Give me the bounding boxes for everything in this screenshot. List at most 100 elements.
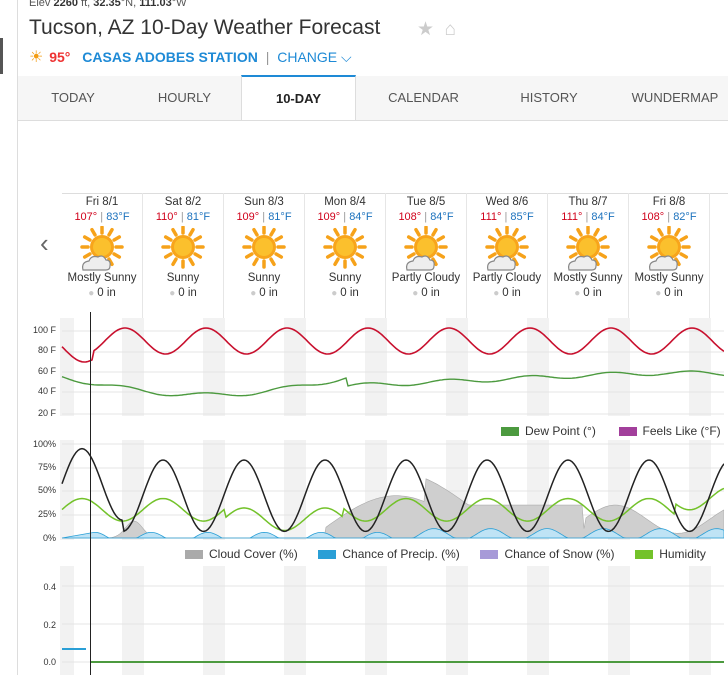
precip-chance-swatch [318,550,337,560]
condition-text: Partly Cloudy [472,272,542,284]
day-column[interactable]: Fri 8/8 108° | 82°F Mostly Sunny ● 0 in [629,193,710,319]
dew-point-legend[interactable]: Dew Point (°) [525,424,596,438]
elevation-info: Elev 2260 ft, 32.35°N, 111.03°W [29,0,187,9]
y-axis-tick: 100% [32,439,56,449]
tab-today[interactable]: TODAY [51,90,95,105]
dew-point-line [61,370,724,397]
mostly-sunny-icon [565,225,611,272]
day-temps: 109° | 84°F [317,211,373,223]
precip-amount: ● 0 in [655,287,683,299]
day-date: Thu 8/7 [568,196,608,208]
high-temp: 108° [641,211,665,223]
humidity-legend[interactable]: Humidity [659,547,706,561]
high-temp: 109° [317,211,341,223]
night-band [60,440,74,540]
raindrop-icon: ● [250,288,257,299]
day-column[interactable]: M [710,193,728,319]
y-axis-tick: 100 F [32,325,56,335]
low-temp: 85°F [510,211,534,223]
condition-text: Partly Cloudy [391,272,461,284]
prev-arrow-icon[interactable]: ‹ [40,228,49,258]
precip-amount: ● 0 in [169,287,197,299]
precip-amount: ● 0 in [88,287,116,299]
condition-text: Mostly Sunny [553,272,623,284]
precip-amount-chart [60,566,724,675]
sunny-icon [241,225,287,272]
divider: | [265,49,270,65]
night-band [365,318,387,416]
day-column[interactable]: Fri 8/1 107° | 83°F Mostly Sunny ● 0 in [62,193,143,319]
day-column[interactable]: Thu 8/7 111° | 84°F Mostly Sunny ● 0 in [548,193,629,319]
tab-wundermap[interactable]: WUNDERMAP [631,90,719,105]
day-date: Sat 8/2 [164,196,202,208]
home-icon[interactable]: ⌂ [444,19,456,40]
station-bar: ☀ 95° CASAS ADOBES STATION | CHANGE ⌵ [29,47,352,67]
low-temp: 83°F [106,211,130,223]
percent-chart [60,440,724,540]
night-band [203,440,225,540]
day-column[interactable]: Wed 8/6 111° | 85°F Partly Cloudy ● 0 in [467,193,548,319]
high-temp: 109° [236,211,260,223]
night-band [203,566,225,675]
precip-chance-area [61,528,724,539]
night-band [446,566,468,675]
snow-chance-legend[interactable]: Chance of Snow (%) [504,547,615,561]
day-temps: 110° | 81°F [155,211,211,223]
raindrop-icon: ● [169,288,176,299]
low-temp: 84°F [430,211,454,223]
high-temp: 111° [480,211,502,223]
day-temps: 111° | 84°F [561,211,615,223]
mostly-sunny-icon [79,225,125,272]
day-temps: 107° | 83°F [74,211,130,223]
sunny-icon [322,225,368,272]
tab-hourly[interactable]: HOURLY [157,90,212,105]
temperature-chart [60,318,724,416]
night-band [122,566,144,675]
change-station-link[interactable]: CHANGE ⌵ [277,49,352,65]
night-band [60,318,74,416]
star-icon[interactable]: ★ [417,19,435,40]
day-date: Fri 8/1 [85,196,119,208]
left-rail [0,0,18,675]
feels-like-legend[interactable]: Feels Like (°F) [642,424,721,438]
night-band [122,318,144,416]
low-temp: 84°F [349,211,373,223]
condition-text: M [710,257,728,269]
raindrop-icon: ● [331,288,338,299]
day-column[interactable]: Sat 8/2 110° | 81°F Sunny ● 0 in [143,193,224,319]
station-name[interactable]: CASAS ADOBES STATION [82,49,258,65]
sun-icon: ☀ [29,49,44,66]
y-axis-tick: 0.0 [43,657,56,667]
day-date: Sun 8/3 [244,196,284,208]
night-band [203,318,225,416]
precip-amount: ● 0 in [331,287,359,299]
day-column[interactable]: Sun 8/3 109° | 81°F Sunny ● 0 in [224,193,305,319]
y-axis-tick: 40 F [37,386,56,396]
condition-text: Sunny [328,272,362,284]
tab-10-day[interactable]: 10-DAY [241,75,356,120]
percent-legend: Cloud Cover (%) Chance of Precip. (%) Ch… [185,547,706,561]
y-axis-tick: 75% [37,462,56,472]
day-column[interactable]: Mon 8/4 109° | 84°F Sunny ● 0 in [305,193,386,319]
night-band [527,318,549,416]
raindrop-icon: ● [88,288,95,299]
night-band [60,566,74,675]
y-axis-tick: 0.4 [43,582,56,592]
partly-cloudy-icon [484,225,530,272]
y-axis-tick: 80 F [37,345,56,355]
current-temp: 95° [49,49,71,65]
page-title: Tucson, AZ 10-Day Weather Forecast [29,16,381,39]
tab-calendar[interactable]: CALENDAR [388,90,459,105]
day-date: Fri 8/8 [652,196,686,208]
rail-marker [0,38,3,74]
day-date: Mon 8/4 [324,196,366,208]
day-column[interactable]: Tue 8/5 108° | 84°F Partly Cloudy ● 0 in [386,193,467,319]
cloud-cover-legend[interactable]: Cloud Cover (%) [209,547,298,561]
temperature-line [61,327,724,363]
humidity-swatch [635,550,654,560]
tab-history[interactable]: HISTORY [520,90,578,105]
precip-chance-legend[interactable]: Chance of Precip. (%) [342,547,460,561]
night-band [689,566,711,675]
night-band [284,318,306,416]
precip-amount: ● 0 in [250,287,278,299]
